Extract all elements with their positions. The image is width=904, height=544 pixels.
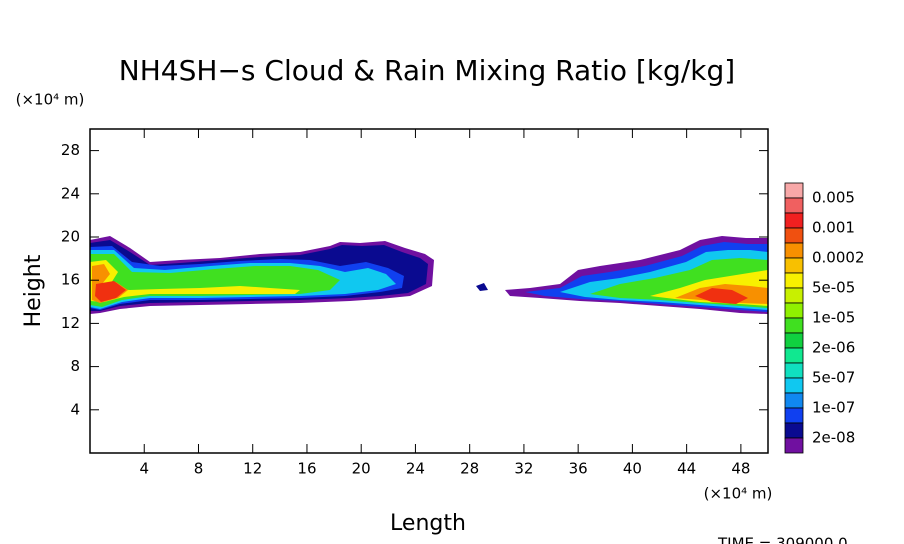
x-tick-label: 24 bbox=[406, 460, 425, 478]
plot-frame bbox=[89, 128, 769, 454]
colorbar-box bbox=[784, 437, 804, 454]
contour-region bbox=[90, 260, 300, 302]
colorbar-label: 2e-08 bbox=[812, 429, 855, 447]
colorbar-label: 1e-07 bbox=[812, 399, 855, 417]
colorbar-label: 5e-05 bbox=[812, 279, 855, 297]
y-tick-label: 28 bbox=[61, 141, 80, 159]
colorbar-label: 5e-07 bbox=[812, 369, 855, 387]
colorbar-box bbox=[784, 242, 804, 259]
contour-region bbox=[695, 288, 748, 304]
colorbar-label: 0.0002 bbox=[812, 249, 865, 267]
x-tick-label: 40 bbox=[623, 460, 642, 478]
colorbar-label: 0.005 bbox=[812, 189, 855, 207]
colorbar-label: 1e-05 bbox=[812, 309, 855, 327]
y-tick-label: 4 bbox=[70, 400, 80, 418]
colorbar-box bbox=[784, 257, 804, 274]
colorbar-box bbox=[784, 422, 804, 439]
y-axis-label: Height bbox=[21, 254, 46, 327]
x-tick-label: 8 bbox=[194, 460, 204, 478]
colorbar-box bbox=[784, 212, 804, 229]
y-tick-label: 8 bbox=[70, 357, 80, 375]
colorbar-box bbox=[784, 347, 804, 364]
colorbar-label: 2e-06 bbox=[812, 339, 855, 357]
x-axis-label: Length bbox=[390, 511, 466, 536]
x-tick-label: 28 bbox=[460, 460, 479, 478]
y-tick-label: 20 bbox=[61, 228, 80, 246]
colorbar-box bbox=[784, 392, 804, 409]
colorbar-box bbox=[784, 377, 804, 394]
x-tick-label: 16 bbox=[297, 460, 316, 478]
x-unit: (×10⁴ m) bbox=[704, 485, 773, 503]
colorbar-box bbox=[784, 272, 804, 289]
colorbar-label: 0.001 bbox=[812, 219, 855, 237]
colorbar-box bbox=[784, 227, 804, 244]
colorbar-box bbox=[784, 302, 804, 319]
colorbar-box bbox=[784, 362, 804, 379]
colorbar-box bbox=[784, 197, 804, 214]
x-tick-label: 44 bbox=[677, 460, 696, 478]
y-tick-label: 16 bbox=[61, 271, 80, 289]
contour-region bbox=[476, 283, 488, 291]
contour-region bbox=[95, 281, 126, 302]
colorbar-box bbox=[784, 332, 804, 349]
chart-title: NH4SH−s Cloud & Rain Mixing Ratio [kg/kg… bbox=[119, 54, 735, 87]
x-tick-label: 32 bbox=[514, 460, 533, 478]
x-tick-label: 48 bbox=[731, 460, 750, 478]
y-unit: (×10⁴ m) bbox=[16, 91, 85, 109]
y-tick-label: 12 bbox=[61, 314, 80, 332]
contour-field bbox=[90, 236, 768, 314]
colorbar-box bbox=[784, 317, 804, 334]
time-label: TIME = 309000.0 bbox=[717, 535, 848, 544]
x-tick-label: 20 bbox=[352, 460, 371, 478]
x-tick-label: 4 bbox=[139, 460, 149, 478]
x-tick-label: 36 bbox=[569, 460, 588, 478]
colorbar-box bbox=[784, 182, 804, 199]
y-tick-label: 24 bbox=[61, 184, 80, 202]
x-tick-label: 12 bbox=[243, 460, 262, 478]
colorbar-box bbox=[784, 287, 804, 304]
colorbar-box bbox=[784, 407, 804, 424]
